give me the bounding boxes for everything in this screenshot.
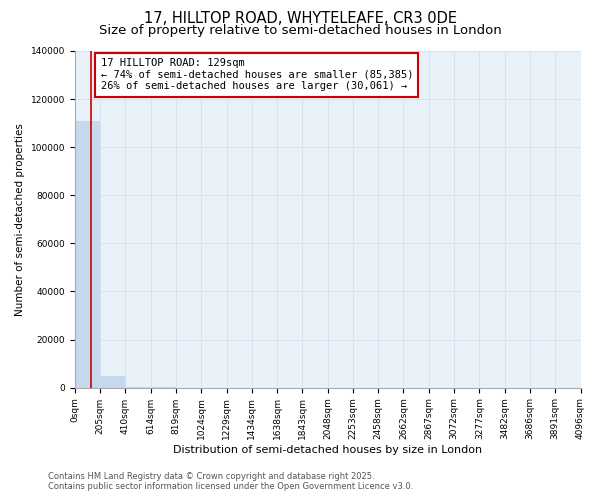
Bar [125,387,151,388]
Text: Size of property relative to semi-detached houses in London: Size of property relative to semi-detach… [98,24,502,37]
X-axis label: Distribution of semi-detached houses by size in London: Distribution of semi-detached houses by … [173,445,482,455]
Y-axis label: Number of semi-detached properties: Number of semi-detached properties [15,123,25,316]
Text: 17 HILLTOP ROAD: 129sqm
← 74% of semi-detached houses are smaller (85,385)
26% o: 17 HILLTOP ROAD: 129sqm ← 74% of semi-de… [101,58,413,92]
Bar [100,376,125,388]
Text: 17, HILLTOP ROAD, WHYTELEAFE, CR3 0DE: 17, HILLTOP ROAD, WHYTELEAFE, CR3 0DE [143,11,457,26]
Bar [75,120,100,388]
Text: Contains HM Land Registry data © Crown copyright and database right 2025.
Contai: Contains HM Land Registry data © Crown c… [48,472,413,491]
